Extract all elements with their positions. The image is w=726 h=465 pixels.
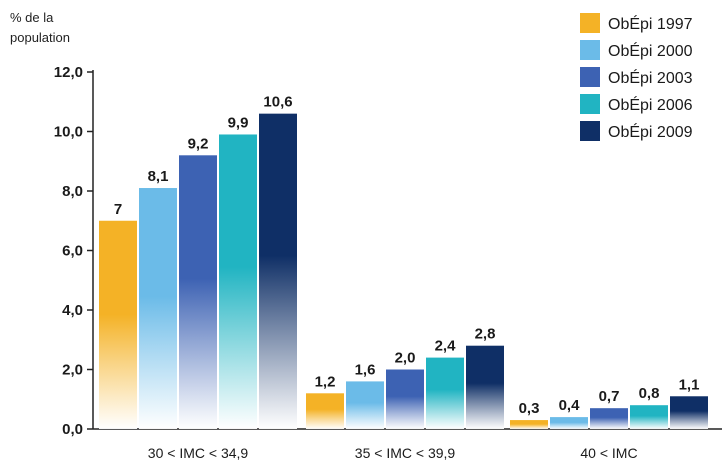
data-label: 0,8 — [639, 385, 660, 402]
legend-label: ObÉpi 2000 — [608, 41, 693, 60]
bar — [179, 155, 217, 430]
data-label: 0,4 — [559, 397, 581, 414]
legend-swatch — [580, 40, 600, 60]
bar — [670, 396, 708, 429]
y-tick-label: 0,0 — [62, 421, 83, 438]
axes: 0,0 2,0 4,0 6,0 8,0 10,0 12,0 30 < IMC < 34,9 35… — [54, 64, 722, 461]
data-label: 7 — [114, 201, 122, 218]
y-tick-label: 2,0 — [62, 362, 83, 379]
data-label: 0,3 — [519, 400, 540, 417]
legend-swatch — [580, 67, 600, 87]
data-label: 8,1 — [148, 168, 169, 185]
legend-swatch — [580, 94, 600, 114]
bar — [466, 345, 504, 429]
legend-label: ObÉpi 1997 — [608, 14, 693, 33]
legend-label: ObÉpi 2003 — [608, 68, 693, 87]
bar — [510, 420, 548, 429]
bar — [139, 188, 177, 429]
data-label: 1,1 — [679, 376, 700, 393]
y-tick-label: 4,0 — [62, 302, 83, 319]
bar — [99, 220, 137, 429]
bar — [630, 405, 668, 429]
data-label: 0,7 — [599, 388, 620, 405]
data-label: 1,6 — [355, 361, 376, 378]
legend: ObÉpi 1997 ObÉpi 2000 ObÉpi 2003 ObÉpi 2006… — [580, 13, 693, 141]
data-label: 2,4 — [435, 338, 457, 355]
data-label: 9,2 — [188, 135, 209, 152]
legend-swatch — [580, 121, 600, 141]
bar — [426, 357, 464, 429]
y-tick-label: 12,0 — [54, 64, 83, 81]
data-label: 2,0 — [395, 350, 416, 367]
y-axis-label-line1: % de la — [10, 10, 54, 25]
data-label: 9,9 — [228, 114, 249, 131]
bar — [219, 134, 257, 429]
x-tick-label: 35 < IMC < 39,9 — [355, 445, 456, 461]
legend-label: ObÉpi 2006 — [608, 95, 693, 114]
bar — [386, 369, 424, 429]
bars: 7 1,2 0,3 8,1 1,6 0,4 9,2 2,0 0,7 9,9 2,4 0,8 10,6 2,… — [99, 94, 708, 430]
data-label: 10,6 — [263, 94, 292, 111]
y-tick-label: 10,0 — [54, 124, 83, 141]
legend-label: ObÉpi 2009 — [608, 122, 693, 141]
data-label: 2,8 — [475, 326, 496, 343]
y-tick-label: 8,0 — [62, 183, 83, 200]
x-tick-label: 30 < IMC < 34,9 — [148, 445, 249, 461]
bar — [259, 113, 297, 430]
bar — [346, 381, 384, 429]
x-tick-label: 40 < IMC — [580, 445, 637, 461]
legend-swatch — [580, 13, 600, 33]
bar — [306, 393, 344, 429]
y-tick-label: 6,0 — [62, 243, 83, 260]
y-axis-label-line2: population — [10, 30, 70, 45]
bar — [550, 417, 588, 429]
data-label: 1,2 — [315, 373, 336, 390]
bar — [590, 408, 628, 429]
